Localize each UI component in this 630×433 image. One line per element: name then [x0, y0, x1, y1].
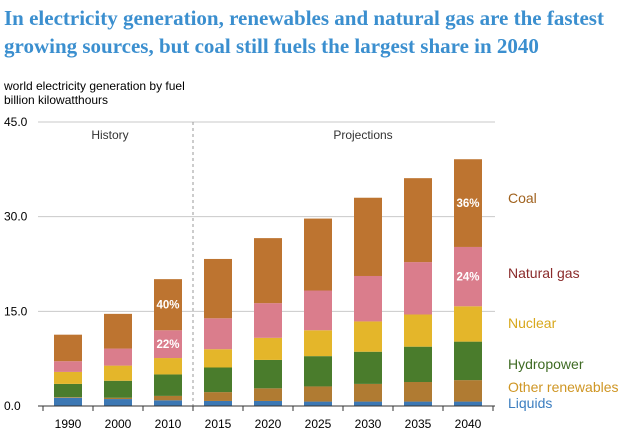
bar-other-renewables-2020 — [254, 388, 282, 401]
y-tick-label: 0.0 — [4, 399, 21, 413]
chart-title: world electricity generation by fuel — [4, 79, 185, 93]
x-tick-label-2020: 2020 — [255, 417, 282, 431]
bar-hydropower-2020 — [254, 359, 282, 389]
section-label-history: History — [91, 128, 128, 142]
bar-liquids-1990 — [54, 397, 82, 406]
x-tick-label-2040: 2040 — [455, 417, 482, 431]
bar-hydropower-1990 — [54, 383, 82, 398]
bar-hydropower-2000 — [104, 380, 132, 398]
bar-coal-2030 — [354, 197, 382, 276]
legend-hydropower: Hydropower — [508, 356, 584, 372]
x-tick-label-1990: 1990 — [55, 417, 82, 431]
bar-hydropower-2025 — [304, 356, 332, 387]
bar-liquids-2015 — [204, 400, 232, 406]
bar-nuclear-1990 — [54, 371, 82, 384]
bar-other-renewables-2030 — [354, 383, 382, 402]
headline-line-2: growing sources, but coal still fuels th… — [4, 34, 539, 58]
bar-coal-2010 — [154, 279, 182, 331]
bar-nuclear-2040 — [454, 306, 482, 342]
x-tick-label-2035: 2035 — [405, 417, 432, 431]
bar-nuclear-2020 — [254, 337, 282, 360]
y-tick-label: 15.0 — [4, 304, 28, 318]
legend-other-renewables: Other renewables — [508, 379, 619, 395]
bar-natural-gas-2030 — [354, 275, 382, 322]
annotation-coal-2040: 36% — [456, 198, 479, 210]
x-tick-label-2000: 2000 — [105, 417, 132, 431]
bar-natural-gas-2040 — [454, 246, 482, 307]
bar-liquids-2010 — [154, 400, 182, 406]
legend-natural-gas: Natural gas — [508, 265, 580, 281]
bar-hydropower-2040 — [454, 341, 482, 381]
legend-liquids: Liquids — [508, 395, 552, 411]
bar-liquids-2035 — [404, 401, 432, 406]
bar-liquids-2040 — [454, 401, 482, 406]
bar-other-renewables-2010 — [154, 395, 182, 401]
bar-other-renewables-2015 — [204, 392, 232, 401]
y-tick-label: 45.0 — [4, 115, 28, 129]
bar-nuclear-2030 — [354, 321, 382, 352]
bar-hydropower-2035 — [404, 346, 432, 383]
bar-coal-2020 — [254, 238, 282, 304]
bar-liquids-2020 — [254, 400, 282, 406]
bar-nuclear-2010 — [154, 358, 182, 375]
bar-hydropower-2030 — [354, 351, 382, 384]
legend: Coal Natural gas Nuclear Hydropower Other re… — [508, 190, 619, 411]
bar-natural-gas-1990 — [54, 361, 82, 372]
bar-natural-gas-2025 — [304, 290, 332, 331]
legend-nuclear: Nuclear — [508, 315, 557, 331]
bar-nuclear-2015 — [204, 349, 232, 368]
bar-other-renewables-2025 — [304, 386, 332, 402]
headline-line-1: In electricity generation, renewables an… — [4, 6, 604, 30]
bar-nuclear-2025 — [304, 330, 332, 357]
legend-coal: Coal — [508, 190, 537, 206]
chart-units: billion kilowatthours — [4, 93, 109, 107]
bar-natural-gas-2035 — [404, 262, 432, 315]
bar-coal-2015 — [204, 258, 232, 319]
bar-liquids-2025 — [304, 401, 332, 406]
y-tick-label: 30.0 — [4, 210, 28, 224]
bar-natural-gas-2015 — [204, 318, 232, 350]
chart-subtitle: world electricity generation by fuel bil… — [4, 79, 185, 107]
bar-other-renewables-2040 — [454, 380, 482, 402]
bar-other-renewables-2035 — [404, 382, 432, 402]
bar-liquids-2000 — [104, 399, 132, 406]
bar-nuclear-2035 — [404, 314, 432, 347]
axes: 0.0 15.0 30.0 45.0 1990 2000 2010 2015 2020 2025 2… — [4, 115, 495, 431]
bar-natural-gas-2020 — [254, 303, 282, 338]
x-tick-label-2010: 2010 — [155, 417, 182, 431]
section-label-projections: Projections — [333, 128, 392, 142]
x-tick-label-2015: 2015 — [205, 417, 232, 431]
bar-coal-2035 — [404, 178, 432, 263]
bar-hydropower-2015 — [204, 367, 232, 393]
bar-liquids-2030 — [354, 401, 382, 406]
annotation-coal-2010: 40% — [156, 300, 179, 312]
bar-other-renewables-2000 — [104, 397, 132, 400]
bars — [54, 159, 482, 406]
bar-coal-2000 — [104, 313, 132, 349]
annotations: History Projections 40% 22% 36% 24% — [91, 128, 479, 351]
annotation-natural-gas-2040: 24% — [456, 272, 479, 284]
bar-coal-1990 — [54, 334, 82, 362]
bar-coal-2025 — [304, 218, 332, 291]
bar-coal-2040 — [454, 159, 482, 247]
bar-natural-gas-2000 — [104, 348, 132, 366]
x-tick-label-2025: 2025 — [305, 417, 332, 431]
annotation-natural-gas-2010: 22% — [156, 339, 179, 351]
bar-other-renewables-1990 — [54, 397, 82, 398]
bar-hydropower-2010 — [154, 374, 182, 396]
bar-nuclear-2000 — [104, 365, 132, 381]
x-tick-label-2030: 2030 — [355, 417, 382, 431]
bar-natural-gas-2010 — [154, 330, 182, 359]
headline: In electricity generation, renewables an… — [4, 4, 626, 60]
